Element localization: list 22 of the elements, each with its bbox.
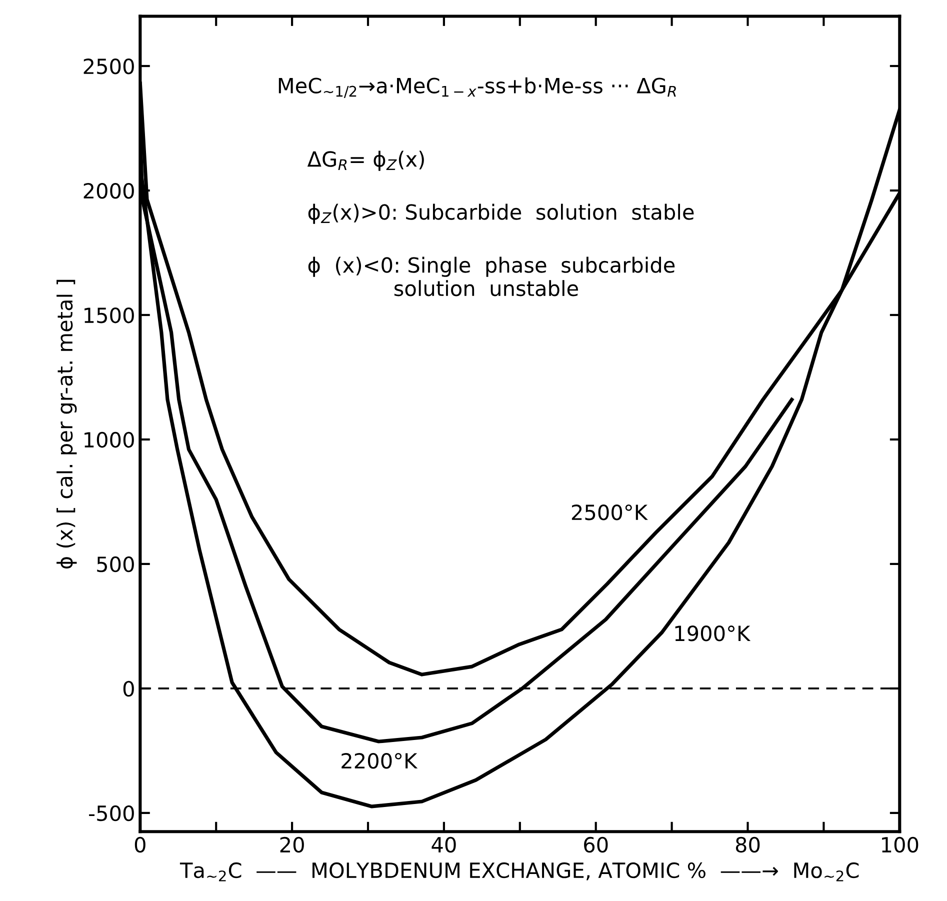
y-tick-label: 0 xyxy=(123,680,134,697)
annotation: ϕ$_{Z}$(x)>0: Subcarbide solution stable xyxy=(308,204,694,224)
y-tick-label: 2000 xyxy=(84,182,134,199)
series-label: 2500°K xyxy=(572,504,648,520)
x-tick-label: 80 xyxy=(736,836,760,853)
x-tick-label: 20 xyxy=(280,836,304,853)
y-axis-title: ϕ (x) [ cal. per gr-at. metal ] xyxy=(56,280,77,569)
series-label: 1900°K xyxy=(675,626,751,642)
annotation: MeC$_{∼1/2}$→a·MeC$_{1−x}$-ss+b·Me-ss ··· ΔG$_{R}$ xyxy=(278,77,676,98)
y-tick-label: 2500 xyxy=(84,58,134,74)
x-tick-label: 100 xyxy=(882,836,918,853)
y-tick-label: 500 xyxy=(97,556,134,572)
x-tick-label: 40 xyxy=(432,836,456,853)
x-axis-title: Ta$_{∼2}$C —— MOLYBDENUM EXCHANGE, ATOMIC % ——→ Mo$_{∼2}$C xyxy=(180,862,859,882)
series-label: 2200°K xyxy=(342,752,418,769)
annotation: ϕ (x)<0: Single phase subcarbide solution unstable xyxy=(308,256,675,296)
y-tick-label: 1500 xyxy=(84,307,134,324)
x-tick-label: 0 xyxy=(134,836,146,853)
x-tick-label: 60 xyxy=(584,836,608,853)
y-tick-label: 1000 xyxy=(84,432,134,448)
annotation: ΔG$_{R}$= ϕ$_{Z}$(x) xyxy=(307,150,424,171)
y-tick-label: -500 xyxy=(89,805,134,822)
